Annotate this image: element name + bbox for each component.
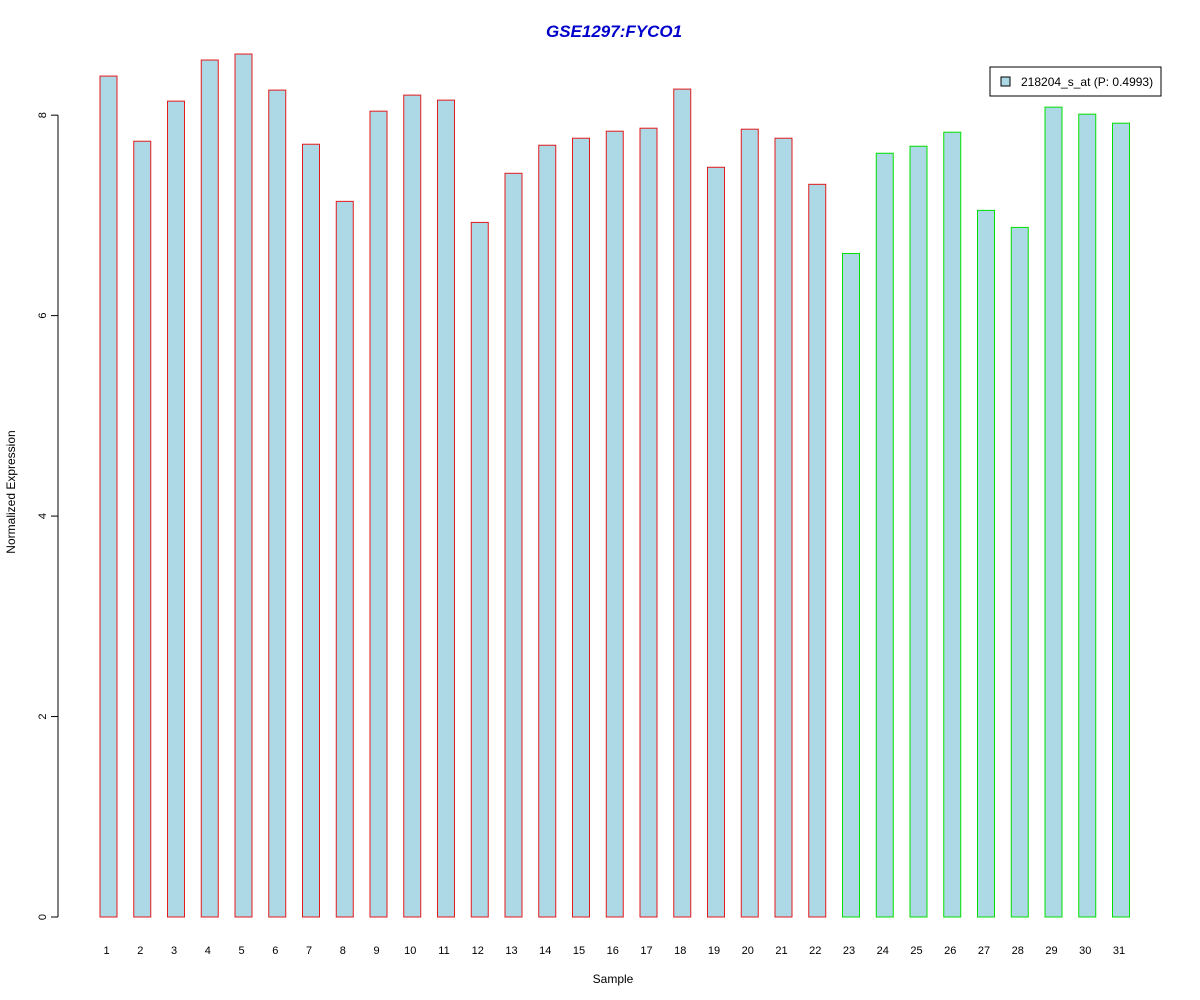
- x-tick-label: 5: [238, 945, 244, 957]
- legend-label: 218204_s_at (P: 0.4993): [1021, 75, 1153, 89]
- x-tick-label: 13: [505, 945, 517, 957]
- x-tick-label: 16: [607, 945, 619, 957]
- x-tick-label: 25: [910, 945, 922, 957]
- bar-sample-3: [167, 100, 185, 918]
- bar-sample-10: [403, 94, 422, 918]
- y-tick-label: 0: [37, 914, 49, 920]
- x-tick-label: 4: [205, 945, 211, 957]
- bar-sample-20: [740, 128, 759, 918]
- bar-sample-13: [504, 172, 523, 918]
- bars: [99, 53, 1130, 918]
- x-tick-label: 20: [742, 945, 754, 957]
- bar-sample-29: [1044, 106, 1063, 918]
- bar-sample-4: [200, 59, 219, 918]
- bar-sample-14: [538, 144, 557, 918]
- x-tick-label: 8: [340, 945, 346, 957]
- bar-sample-15: [572, 137, 590, 918]
- x-tick-label: 30: [1079, 945, 1091, 957]
- bar-sample-28: [1010, 226, 1029, 918]
- y-axis: 0 2 4 6 8: [37, 112, 59, 920]
- bar-sample-18: [673, 88, 692, 918]
- bar-sample-8: [335, 200, 354, 918]
- bar-sample-31: [1112, 122, 1130, 918]
- x-tick-label: 27: [978, 945, 990, 957]
- x-tick-label: 14: [539, 945, 551, 957]
- bar-sample-27: [977, 209, 995, 918]
- x-tick-label: 23: [843, 945, 855, 957]
- x-axis-label: Sample: [593, 972, 634, 986]
- x-tick-label: 1: [103, 945, 109, 957]
- x-tick-label: 31: [1113, 945, 1125, 957]
- x-tick-label: 17: [640, 945, 652, 957]
- x-tick-label: 7: [306, 945, 312, 957]
- x-tick-label: 10: [404, 945, 416, 957]
- x-tick-label: 19: [708, 945, 720, 957]
- x-tick-label: 2: [137, 945, 143, 957]
- x-tick-label: 6: [272, 945, 278, 957]
- bar-sample-21: [774, 137, 793, 918]
- x-tick-label: 15: [573, 945, 585, 957]
- y-tick-label: 4: [37, 513, 49, 519]
- bar-sample-11: [437, 99, 455, 918]
- x-tick-label: 12: [472, 945, 484, 957]
- chart-title: GSE1297:FYCO1: [546, 22, 682, 41]
- x-tick-label: 3: [171, 945, 177, 957]
- bar-sample-1: [99, 75, 118, 918]
- bar-sample-19: [707, 166, 725, 918]
- bar-sample-2: [133, 140, 152, 918]
- x-tick-label: 24: [877, 945, 889, 957]
- bar-sample-22: [808, 183, 827, 918]
- y-tick-label: 8: [37, 112, 49, 118]
- bar-sample-5: [234, 53, 253, 918]
- bar-sample-17: [639, 127, 658, 918]
- x-tick-label: 9: [373, 945, 379, 957]
- y-tick-label: 6: [37, 313, 49, 319]
- x-tick-label: 11: [438, 945, 449, 957]
- bar-sample-23: [842, 252, 860, 918]
- x-tick-label: 22: [809, 945, 821, 957]
- bar-sample-24: [875, 152, 894, 918]
- bar-sample-6: [268, 89, 287, 918]
- x-tick-labels: 1 2 3 4 5 6 7 8 9 10 11 12 13 14 15 16 17 18 19 20 21 22 23 24 2…: [103, 945, 1125, 957]
- bar-sample-9: [369, 110, 388, 918]
- x-tick-label: 18: [674, 945, 686, 957]
- bar-sample-7: [302, 143, 320, 918]
- bar-sample-26: [943, 131, 962, 918]
- legend-box: [989, 66, 1162, 97]
- x-tick-label: 29: [1045, 945, 1057, 957]
- y-axis-label: Normalized Expression: [4, 430, 18, 553]
- legend-swatch: [1000, 76, 1011, 87]
- bar-sample-12: [470, 221, 489, 918]
- bar-sample-16: [605, 130, 624, 918]
- bar-sample-30: [1078, 113, 1097, 918]
- y-tick-label: 2: [37, 713, 49, 719]
- x-tick-label: 26: [944, 945, 956, 957]
- bar-sample-25: [909, 145, 928, 918]
- legend: 218204_s_at (P: 0.4993): [989, 66, 1162, 97]
- x-tick-label: 28: [1012, 945, 1024, 957]
- x-tick-label: 21: [775, 945, 787, 957]
